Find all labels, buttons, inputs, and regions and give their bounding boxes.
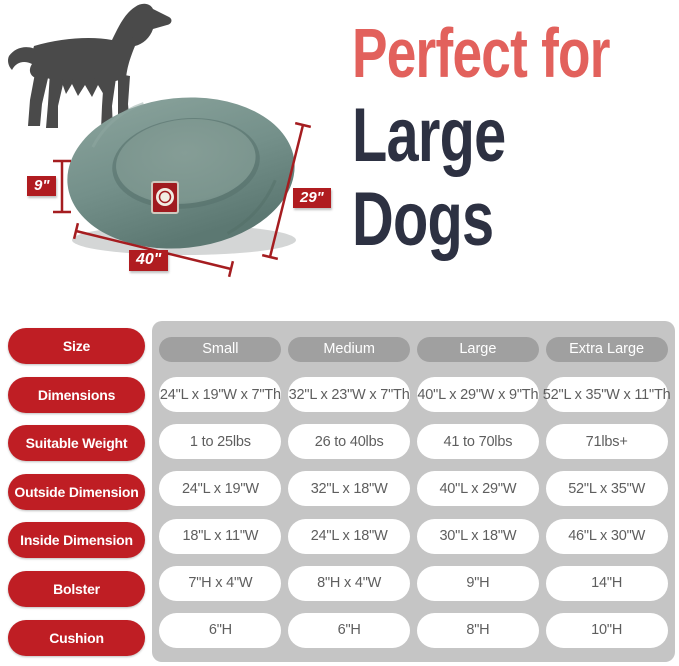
table-cell-weight-medium: 26 to 40lbs xyxy=(288,424,411,460)
table-row-headers: Size Dimensions Suitable Weight Outside … xyxy=(8,328,145,656)
table-cell-outside-xl: 52"L x 35"W xyxy=(545,471,668,507)
table-cell-bolster-medium: 8"H x 4"W xyxy=(288,565,411,601)
table-cell-inside-medium: 24"L x 18"W xyxy=(288,518,411,554)
column-header-extra-large: Extra Large xyxy=(545,336,668,362)
table-cell-bolster-large: 9"H xyxy=(416,565,539,601)
row-header-suitable-weight: Suitable Weight xyxy=(8,425,145,462)
width-dimension-label: 40" xyxy=(129,250,169,271)
table-cell-weight-small: 1 to 25lbs xyxy=(159,424,282,460)
table-cell-dimensions-xl: 52"L x 35"W x 11"Th xyxy=(543,377,671,413)
table-cell-outside-medium: 32"L x 18"W xyxy=(288,471,411,507)
table-cell-bolster-small: 7"H x 4"W xyxy=(159,565,282,601)
table-cell-weight-large: 41 to 70lbs xyxy=(416,424,539,460)
table-cell-dimensions-large: 40"L x 29"W x 9"Th xyxy=(416,377,539,413)
table-cell-outside-small: 24"L x 19"W xyxy=(159,471,282,507)
headline-large: Large xyxy=(352,93,506,178)
row-header-inside-dimension: Inside Dimension xyxy=(8,522,145,559)
table-cell-inside-xl: 46"L x 30"W xyxy=(545,518,668,554)
dog-bed-image xyxy=(67,97,296,255)
table-cell-inside-large: 30"L x 18"W xyxy=(416,518,539,554)
depth-dimension-label: 29" xyxy=(293,188,331,208)
table-cell-cushion-small: 6"H xyxy=(159,612,282,648)
row-header-bolster: Bolster xyxy=(8,570,145,607)
table-cell-inside-small: 18"L x 11"W xyxy=(159,518,282,554)
size-comparison-table: Small Medium Large Extra Large 24"L x 19… xyxy=(152,321,675,662)
table-cell-cushion-medium: 6"H xyxy=(288,612,411,648)
column-header-medium: Medium xyxy=(288,336,411,362)
table-cell-dimensions-small: 24"L x 19"W x 7"Th xyxy=(159,377,282,413)
table-cell-cushion-xl: 10"H xyxy=(545,612,668,648)
table-cell-outside-large: 40"L x 29"W xyxy=(416,471,539,507)
table-cell-dimensions-medium: 32"L x 23"W x 7"Th xyxy=(288,377,411,413)
height-dimension-label: 9" xyxy=(27,176,57,196)
table-cell-bolster-xl: 14"H xyxy=(545,565,668,601)
dog-silhouette-icon xyxy=(8,3,172,130)
table-cell-weight-xl: 71lbs+ xyxy=(545,424,668,460)
table-cell-cushion-large: 8"H xyxy=(416,612,539,648)
headline-perfect-for: Perfect for xyxy=(352,14,610,92)
column-header-large: Large xyxy=(416,336,539,362)
headline-dogs: Dogs xyxy=(352,177,494,262)
row-header-outside-dimension: Outside Dimension xyxy=(8,473,145,510)
brand-patch-icon xyxy=(151,181,179,214)
row-header-size: Size xyxy=(8,328,145,364)
row-header-dimensions: Dimensions xyxy=(8,376,145,413)
column-header-small: Small xyxy=(159,336,282,362)
row-header-cushion: Cushion xyxy=(8,619,145,656)
